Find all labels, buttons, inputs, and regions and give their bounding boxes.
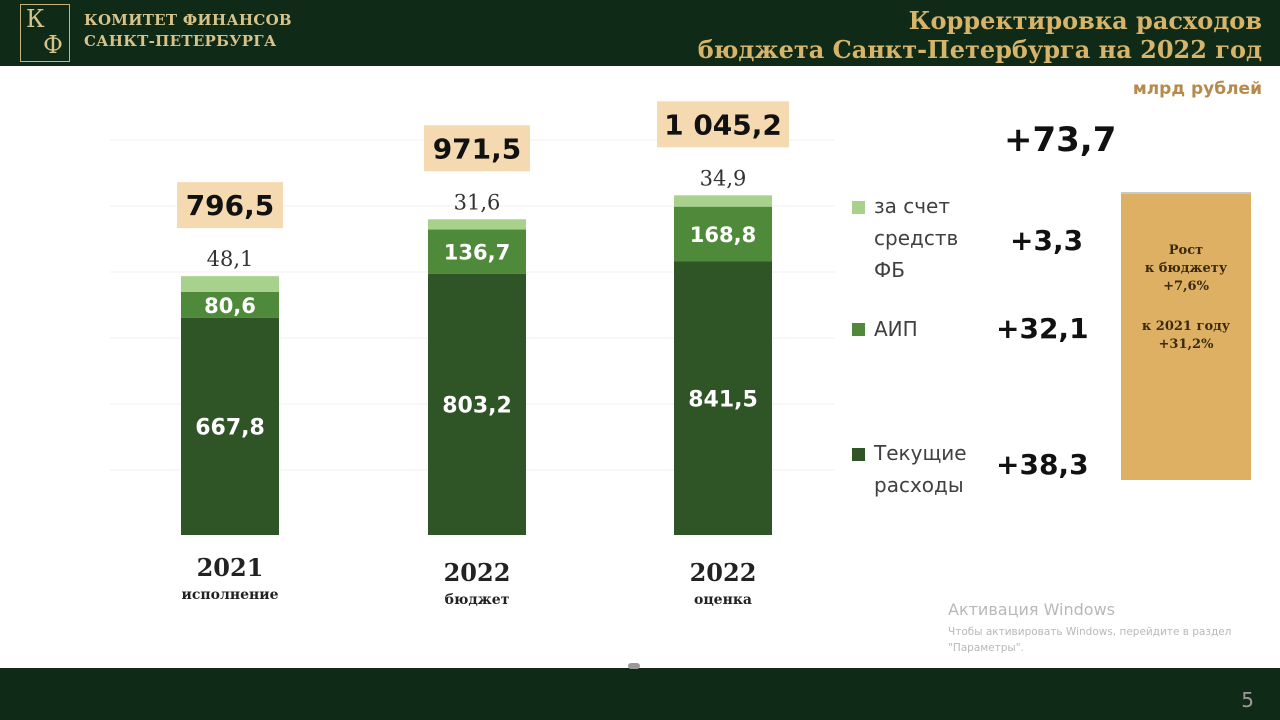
legend-label-aip-line1: АИП — [874, 317, 918, 341]
increment-current: +38,3 — [996, 448, 1089, 481]
logo-letter-k: К — [26, 5, 45, 33]
growth-box: Рост к бюджету +7,6% к 2021 году +31,2% — [1121, 194, 1251, 480]
data-label-aip: 80,6 — [204, 294, 256, 318]
org-name: КОМИТЕТ ФИНАНСОВ САНКТ-ПЕТЕРБУРГА — [84, 10, 292, 52]
data-label-current-expenses: 667,8 — [195, 415, 265, 440]
legend-label-current-line1: Текущие — [874, 441, 967, 465]
page-number: 5 — [1241, 688, 1254, 712]
increment-fb: +3,3 — [1010, 224, 1084, 257]
slide-title: Корректировка расходов бюджета Санкт-Пет… — [698, 6, 1262, 64]
legend-label-current: Текущие расходы — [874, 437, 967, 501]
total-label: 971,5 — [433, 132, 522, 165]
total-label: 796,5 — [186, 189, 275, 222]
org-name-line1: КОМИТЕТ ФИНАНСОВ — [84, 11, 292, 29]
bar-fb — [674, 195, 772, 207]
bar-fb — [428, 219, 526, 230]
category-year-label: 2022 — [444, 558, 511, 587]
growth-line1: Рост — [1168, 243, 1204, 258]
bar-current-expenses — [674, 261, 772, 535]
category-year-label: 2022 — [690, 558, 757, 587]
total-box — [424, 125, 530, 172]
header-bar: К Ф КОМИТЕТ ФИНАНСОВ САНКТ-ПЕТЕРБУРГА Ко… — [0, 0, 1280, 66]
category-year-label: 2021 — [197, 553, 264, 582]
total-box — [657, 101, 789, 148]
bar-aip — [181, 291, 279, 318]
stacked-bar-chart: 667,8 80,6 48,1 796,5 2021 исполнение 803,2 136… — [110, 101, 835, 608]
category-sub-label: исполнение — [181, 587, 278, 603]
bar-aip — [428, 229, 526, 274]
units-label: млрд рублей — [1132, 79, 1262, 99]
windows-activation-title: Активация Windows — [948, 600, 1115, 619]
legend-swatch-fb — [852, 201, 865, 214]
windows-activation-line1: Чтобы активировать Windows, перейдите в … — [948, 626, 1232, 638]
slide-title-line1: Корректировка расходов — [908, 6, 1262, 35]
legend-label-aip: АИП — [874, 313, 918, 345]
category-sub-label: оценка — [694, 592, 752, 608]
slide-title-line2: бюджета Санкт-Петербурга на 2022 год — [697, 35, 1262, 64]
footer-bar — [0, 668, 1280, 720]
logo-letter-f: Ф — [43, 31, 63, 59]
bar-current-expenses — [428, 273, 526, 535]
increment-aip: +32,1 — [996, 312, 1089, 345]
category-sub-label: бюджет — [445, 592, 510, 608]
growth-line3: +7,6% — [1163, 279, 1209, 294]
windows-activation-text: Чтобы активировать Windows, перейдите в … — [948, 624, 1231, 656]
legend-swatch-aip — [852, 323, 865, 336]
legend-label-fb-line1: за счет — [874, 194, 951, 218]
total-box — [177, 182, 283, 229]
data-label-current-expenses: 803,2 — [442, 393, 512, 418]
legend-swatch-current — [852, 448, 865, 461]
total-increment: +73,7 — [1004, 120, 1117, 160]
data-label-aip: 168,8 — [690, 223, 756, 247]
data-label-fb: 48,1 — [207, 247, 254, 271]
legend-label-current-line2: расходы — [874, 473, 964, 497]
data-label-fb: 31,6 — [454, 190, 501, 214]
data-label-current-expenses: 841,5 — [688, 387, 758, 412]
bar-fb — [181, 276, 279, 292]
growth-line4: к 2021 году — [1141, 319, 1231, 334]
data-label-aip: 136,7 — [444, 241, 510, 265]
windows-activation-line2: "Параметры". — [948, 642, 1024, 654]
scroll-indicator — [628, 663, 640, 669]
total-label: 1 045,2 — [664, 108, 782, 141]
bar-current-expenses — [181, 317, 279, 535]
legend-label-fb: за счет средств ФБ — [874, 190, 958, 286]
legend-label-fb-line3: ФБ — [874, 258, 905, 282]
logo: К Ф — [20, 4, 70, 62]
growth-line2: к бюджету — [1144, 261, 1228, 276]
legend-label-fb-line2: средств — [874, 226, 959, 250]
bar-aip — [674, 206, 772, 262]
org-name-line2: САНКТ-ПЕТЕРБУРГА — [84, 32, 277, 50]
growth-line5: +31,2% — [1158, 337, 1214, 352]
data-label-fb: 34,9 — [700, 166, 747, 190]
